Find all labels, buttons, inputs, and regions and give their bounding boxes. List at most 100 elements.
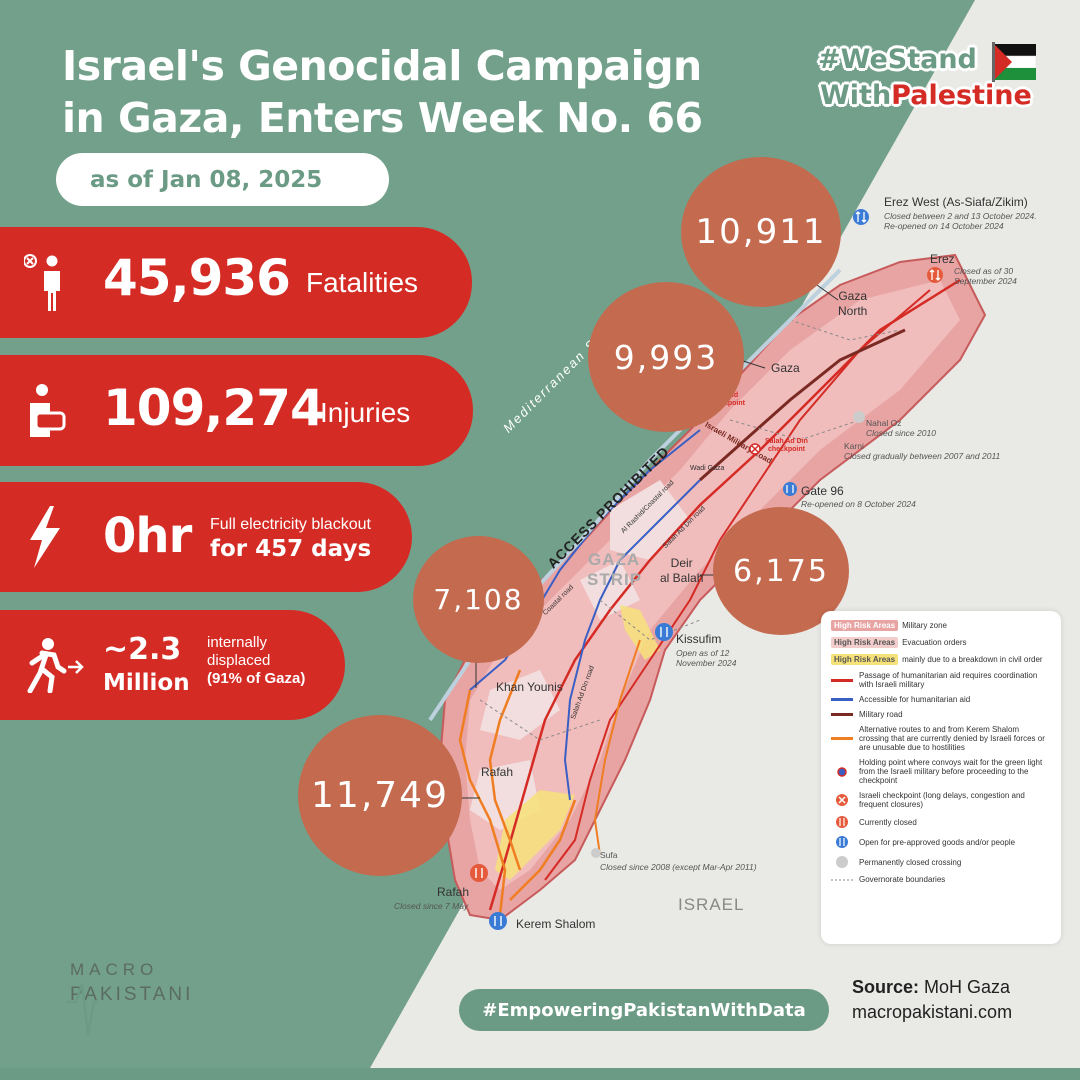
displaced-label-1: internally [207, 634, 268, 651]
checkpoint-icon [836, 794, 848, 806]
injuries-card: 109,274 Injuries [0, 355, 473, 466]
logo-text-1: MACRO [70, 960, 159, 979]
website-text: macropakistani.com [852, 1002, 1013, 1022]
logo-text-2: PAKISTANI [70, 984, 194, 1005]
displaced-unit: Million [103, 670, 190, 696]
legend-row-military-road: Military road [831, 710, 1051, 719]
gov-label-khan: Khan Younis [496, 680, 563, 694]
gate-96-label: Gate 96 [801, 484, 844, 498]
gate-96-open-icon [783, 482, 797, 496]
gov-label-gaza: Gaza [771, 361, 800, 375]
legend-row-military-zone: High Risk Areas Military zone [831, 620, 1051, 631]
running-person-icon [27, 638, 84, 693]
displaced-label-2: displaced [207, 652, 271, 669]
strip-label-2: STRIP [587, 570, 643, 589]
injured-person-icon [30, 383, 66, 437]
salah-checkpoint-label: Salah Ad Din checkpoint [765, 438, 808, 453]
erez-west-open-icon [853, 209, 869, 225]
bubble-khan: 7,108 [413, 536, 544, 663]
closed-crossing-icon [836, 816, 848, 828]
bubble-north: 10,911 [681, 157, 841, 307]
legend-row-open: Open for pre-approved goods and/or peopl… [831, 835, 1051, 849]
hashtag-footer-pill: #EmpoweringPakistanWithData [459, 989, 829, 1031]
person-x-icon [24, 253, 60, 311]
palestine-flag-icon [992, 42, 1037, 82]
electricity-value: 0hr [103, 508, 192, 564]
permanently-closed-icon [836, 856, 848, 868]
sufa-note: Closed since 2008 (except Mar-Apr 2011) [600, 862, 757, 872]
salah-checkpoint-icon [749, 443, 761, 455]
legend-row-holding-point: Holding point where convoys wait for the… [831, 758, 1051, 785]
open-crossing-icon [836, 836, 848, 848]
displaced-value: ~2.3 [103, 632, 182, 667]
hashtag-badge: #WeStand WithPalestine [818, 42, 1054, 122]
legend-row-checkpoint: Israeli checkpoint (long delays, congest… [831, 791, 1051, 809]
kerem-shalom-label: Kerem Shalom [516, 917, 596, 931]
karni-note: Closed gradually between 2007 and 2011 [844, 451, 1001, 461]
erez-note: Closed as of 30 September 2024 [954, 266, 1017, 286]
hashtag-with: With [820, 80, 892, 111]
rafah-crossing-closed-icon [470, 864, 488, 882]
erez-closed-icon [927, 267, 943, 283]
source-block: Source: MoH Gaza macropakistani.com [852, 975, 1012, 1025]
fatalities-label: Fatalities [306, 267, 419, 298]
date-badge: as of Jan 08, 2025 [56, 153, 389, 206]
lightning-icon [30, 506, 60, 568]
fatalities-card: 45,936 Fatalities [0, 227, 472, 338]
page-title: Israel's Genocidal Campaign in Gaza, Ent… [62, 40, 802, 144]
rafah-crossing-note: Closed since 7 May [394, 901, 469, 911]
legend-row-boundaries: Governorate boundaries [831, 875, 1051, 884]
gov-label-deir: Deir al Balah [660, 556, 704, 585]
legend-row-evacuation: High Risk Areas Evacuation orders [831, 637, 1051, 648]
logo-pulse-icon [66, 983, 98, 1035]
legend-row-alternative-route: Alternative routes to and from Kerem Sha… [831, 725, 1051, 752]
kerem-shalom-open-icon [489, 912, 507, 930]
bubble-deir: 6,175 [713, 507, 849, 635]
source-value: MoH Gaza [919, 977, 1011, 997]
nahal-oz-closed-icon [853, 411, 865, 423]
legend-row-currently-closed: Currently closed [831, 815, 1051, 829]
kissufim-label: Kissufim [676, 632, 722, 646]
source-label: Source: [852, 977, 920, 997]
title-line-2: in Gaza, Enters Week No. 66 [62, 94, 703, 142]
sufa-closed-icon [591, 848, 601, 858]
erez-west-note: Closed between 2 and 13 October 2024. Re-… [884, 211, 1037, 231]
holding-point-icon [837, 766, 847, 777]
sufa-label: Sufa [600, 850, 618, 860]
nahal-oz-note: Closed since 2010 [866, 428, 936, 438]
bubble-gaza: 9,993 [588, 282, 744, 432]
bubble-rafah: 11,749 [298, 715, 462, 876]
rafah-crossing-label: Rafah [437, 885, 470, 899]
legend-row-permanently-closed: Permanently closed crossing [831, 855, 1051, 869]
gov-label-north: Gaza North [838, 289, 868, 318]
displaced-label-3: (91% of Gaza) [207, 670, 306, 687]
gov-label-rafah: Rafah [481, 765, 514, 779]
legend-row-red-route: Passage of humanitarian aid requires coo… [831, 671, 1051, 689]
road-label-wadi: Wadi Gaza [690, 465, 725, 472]
karni-label: Karni [844, 441, 864, 451]
legend-row-blue-route: Accessible for humanitarian aid [831, 695, 1051, 704]
israel-label: ISRAEL [678, 895, 745, 914]
electricity-card: 0hr Full electricity blackout for 457 da… [0, 482, 412, 592]
strip-label-1: GAZA [588, 550, 641, 569]
erez-west-label: Erez West (As-Siafa/Zikim) [884, 195, 1028, 209]
macro-pakistani-logo: MACRO PAKISTANI [66, 960, 196, 1040]
injuries-value: 109,274 [103, 379, 325, 437]
legend-row-civil-order: High Risk Areas mainly due to a breakdown… [831, 654, 1051, 665]
boundary-line-icon [831, 879, 853, 880]
map-legend: High Risk Areas Military zone High Risk A… [821, 611, 1061, 944]
deir-deaths-value: 6,175 [733, 553, 829, 589]
displaced-card: ~2.3 Million internally displaced (91% o… [0, 610, 345, 720]
kissufim-open-icon [655, 623, 673, 641]
fatalities-value: 45,936 [103, 249, 291, 307]
electricity-label-1: Full electricity blackout [210, 516, 371, 533]
rafah-deaths-value: 11,749 [311, 775, 449, 816]
gaza-deaths-value: 9,993 [613, 337, 719, 377]
date-text: as of Jan 08, 2025 [90, 166, 323, 193]
nahal-oz-label: Nahal Oz [866, 418, 902, 428]
footer-hashtag: #EmpoweringPakistanWithData [482, 999, 806, 1021]
gate-96-note: Re-opened on 8 October 2024 [801, 499, 916, 509]
injuries-label: Injuries [320, 397, 411, 428]
